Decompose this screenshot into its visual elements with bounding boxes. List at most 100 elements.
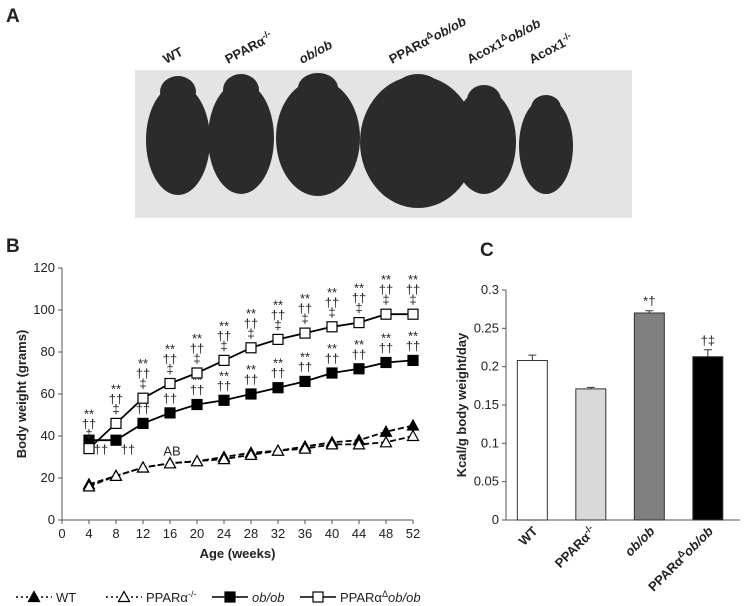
x-tick-label: 40: [325, 526, 339, 541]
marker: [326, 367, 338, 379]
significance: ††: [190, 341, 204, 356]
significance: ††: [190, 383, 204, 398]
significance: **: [381, 331, 391, 346]
legend-marker: [27, 590, 41, 603]
x-tick-label: 44: [352, 526, 366, 541]
y-tick-label: 0.2: [481, 359, 499, 374]
x-tick-label: 36: [298, 526, 312, 541]
x-tick-label: 28: [244, 526, 258, 541]
significance: **: [246, 362, 256, 377]
significance: **: [300, 291, 310, 306]
marker: [272, 333, 284, 345]
y-tick-label: 0: [48, 512, 55, 527]
significance: **: [165, 342, 175, 357]
significance: ‡: [247, 326, 254, 341]
marker: [191, 398, 203, 411]
panel-label: A: [6, 6, 20, 27]
significance: ‡: [382, 292, 389, 307]
significance: **: [219, 318, 229, 333]
significance: **: [84, 407, 94, 422]
error-bar: [528, 354, 537, 361]
y-tick-label: 120: [33, 260, 55, 275]
legend-marker: [224, 591, 236, 603]
significance: ††: [217, 328, 231, 343]
photo: [135, 70, 632, 218]
x-tick-label: 16: [163, 526, 177, 541]
x-tick-label: 4: [85, 526, 92, 541]
marker: [137, 417, 149, 429]
annotation: AB: [163, 443, 180, 458]
x-tick-label: 32: [271, 526, 285, 541]
marker: [245, 388, 257, 400]
significance: *†: [643, 294, 655, 309]
marker: [353, 363, 365, 375]
x-tick-label: 0: [58, 526, 65, 541]
marker: [353, 317, 365, 329]
significance: ††: [244, 372, 258, 387]
significance: ††: [163, 391, 177, 406]
significance: **: [381, 272, 391, 287]
bar: [516, 360, 548, 521]
marker: [407, 354, 419, 366]
marker: [299, 375, 311, 387]
legend-label: ob/ob: [252, 590, 285, 605]
significance: ††: [298, 359, 312, 374]
marker: [218, 354, 230, 366]
legend-label: PPARα-/-: [146, 589, 197, 605]
marker: [110, 417, 122, 429]
significance: ††: [244, 316, 258, 331]
mouse-label: PPARα-/-: [222, 28, 275, 66]
mouse-label: Acox1-/-: [526, 30, 576, 66]
marker: [406, 429, 420, 442]
significance: ‡: [274, 317, 281, 332]
marker: [163, 456, 177, 469]
x-axis-label: Age (weeks): [200, 546, 276, 561]
significance: **: [354, 281, 364, 296]
significance: **: [219, 368, 229, 383]
error-bar: [645, 310, 654, 313]
marker: [109, 469, 123, 481]
marker: [271, 443, 285, 456]
marker: [137, 392, 149, 404]
y-tick-label: 0.05: [474, 474, 499, 489]
error-bar: [703, 349, 712, 357]
bar: [633, 312, 665, 521]
x-tick-label: 24: [217, 526, 231, 541]
marker: [110, 434, 122, 446]
significance: **: [192, 331, 202, 346]
significance: **: [354, 337, 364, 352]
x-tick-label: 8: [112, 526, 119, 541]
y-tick-label: 0.15: [474, 397, 499, 412]
y-tick-label: 20: [41, 470, 55, 485]
significance: **: [138, 356, 148, 371]
significance: **: [111, 381, 121, 396]
significance: ‡: [328, 305, 335, 320]
marker: [217, 452, 231, 465]
marker: [380, 356, 392, 369]
significance: ‡: [355, 301, 362, 316]
significance: **: [408, 272, 418, 287]
significance: ‡: [112, 401, 119, 416]
marker: [82, 479, 96, 492]
significance: ††: [271, 366, 285, 381]
mouse-label: ob/ob: [296, 37, 334, 67]
marker: [272, 382, 284, 394]
significance: ††: [325, 351, 339, 366]
legend-label: WT: [56, 590, 76, 605]
y-tick-label: 0.1: [481, 435, 499, 450]
y-tick-label: 0: [492, 512, 499, 527]
significance: **: [273, 356, 283, 371]
significance: **: [327, 341, 337, 356]
significance: ‡: [301, 311, 308, 326]
y-axis-label: Body weight (grams): [14, 330, 29, 459]
x-tick-label: ob/ob: [622, 523, 658, 559]
x-tick-label: 20: [190, 526, 204, 541]
significance: ‡: [193, 351, 200, 366]
legend-marker: [312, 591, 324, 603]
y-tick-label: 80: [41, 344, 55, 359]
significance: ††: [109, 391, 123, 406]
y-tick-label: 100: [33, 302, 55, 317]
marker: [190, 454, 204, 467]
bar: [575, 388, 607, 521]
